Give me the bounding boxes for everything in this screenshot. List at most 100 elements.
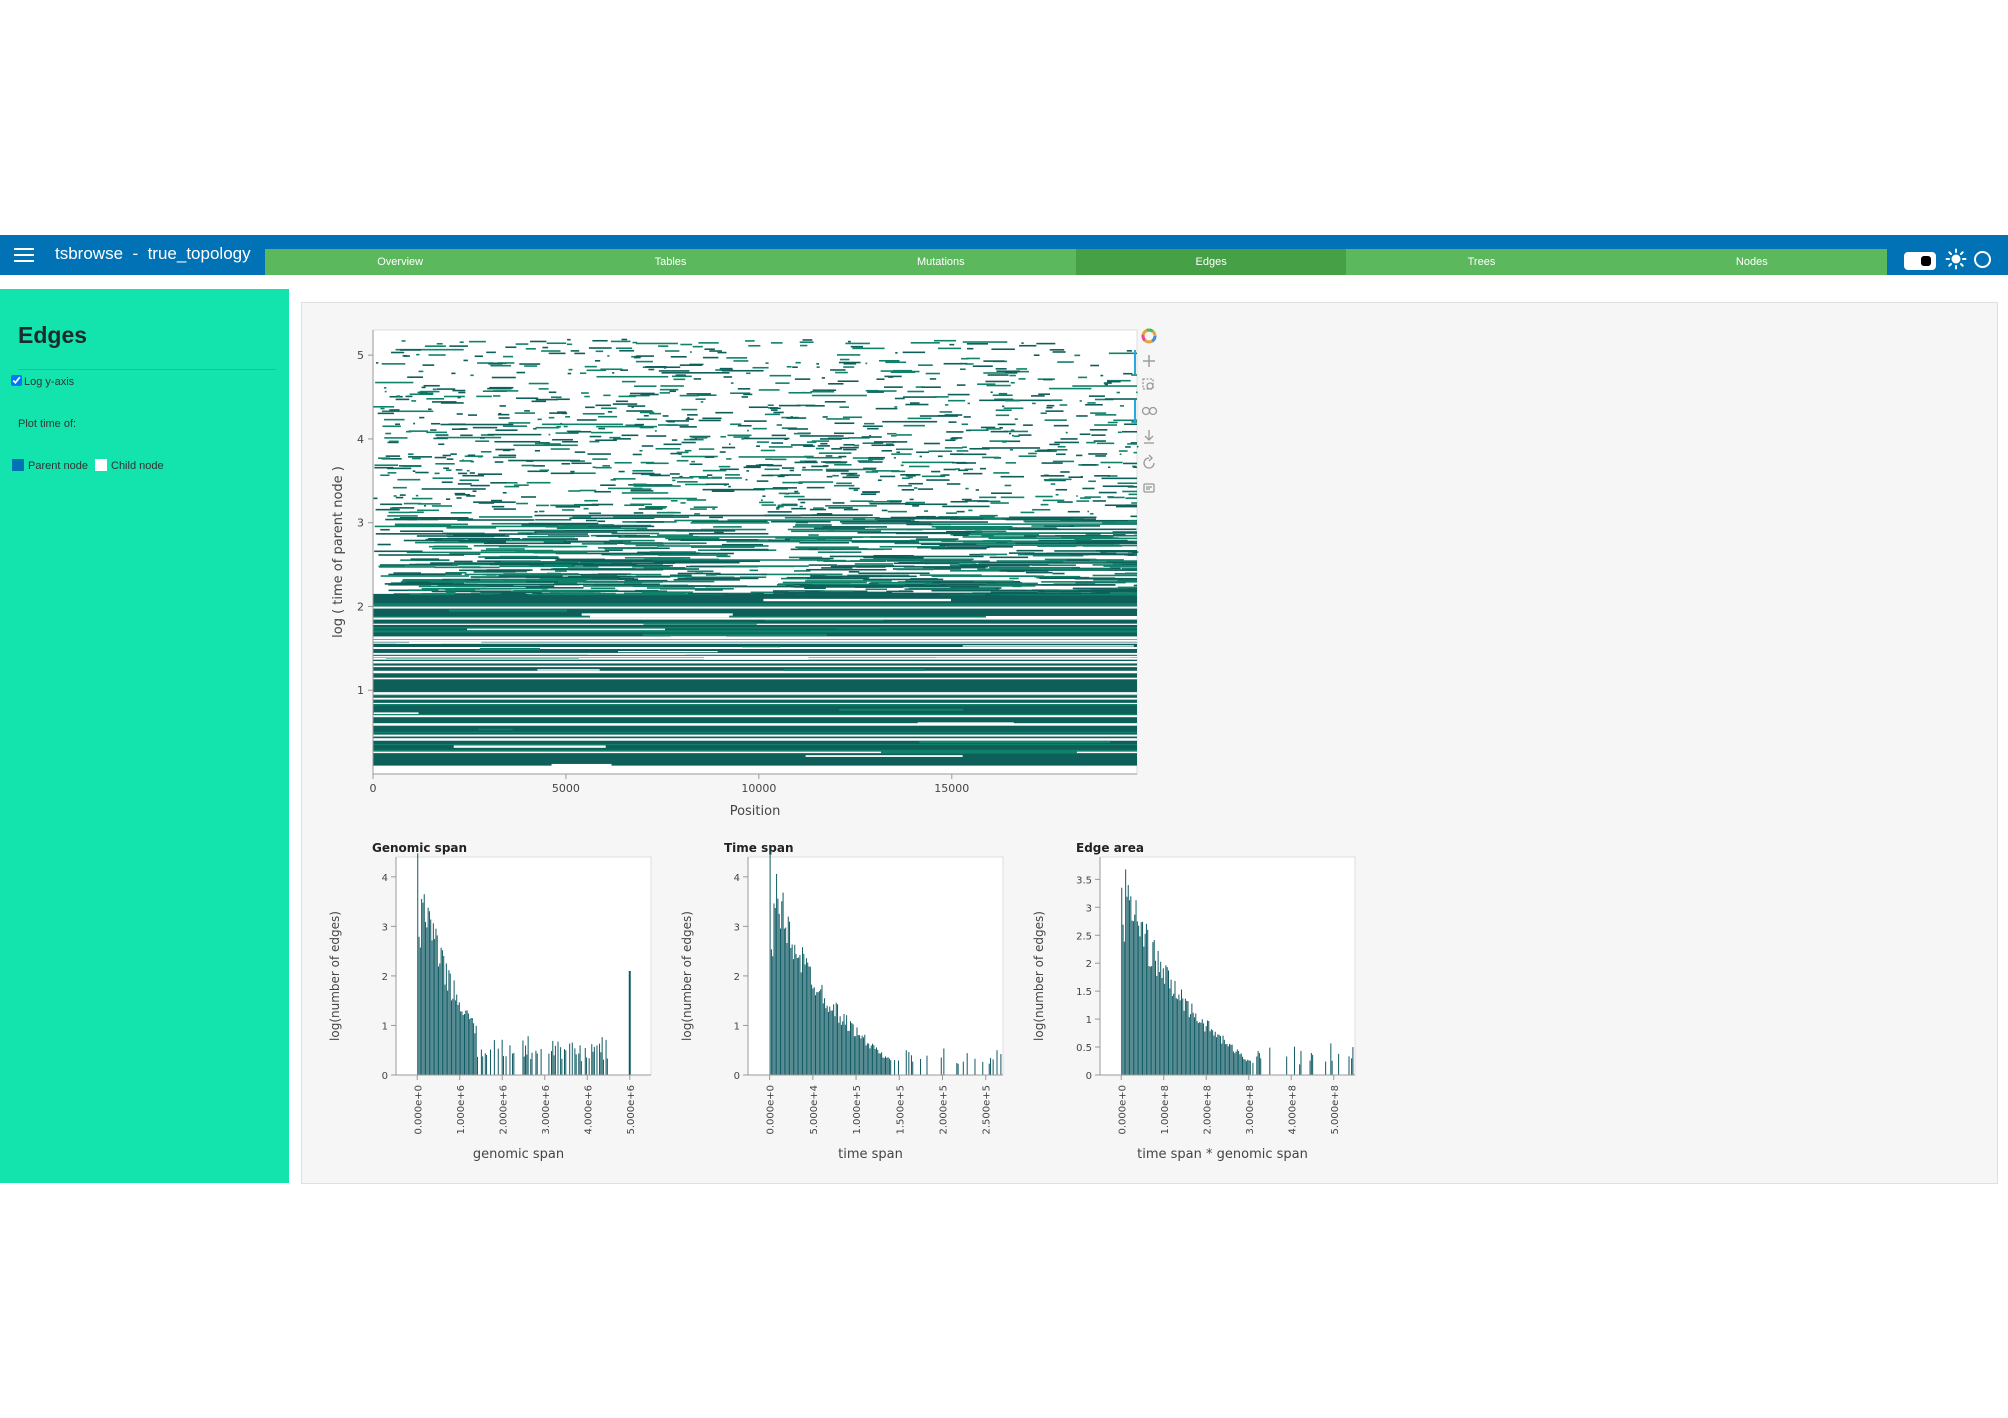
edge-segment (419, 392, 434, 395)
tab-trees[interactable]: Trees (1467, 256, 1496, 268)
edge-segment (537, 418, 542, 421)
pan-icon[interactable] (1143, 355, 1155, 367)
tab-tables[interactable]: Tables (654, 256, 687, 268)
parent-node-option[interactable]: Parent node (12, 459, 88, 472)
histogram-plot-area[interactable] (747, 856, 1004, 1076)
edge-segment (503, 355, 514, 358)
edge-segment (771, 434, 786, 437)
edge-segment (790, 538, 806, 540)
edge-segment (426, 431, 448, 434)
histogram-bar (912, 1061, 914, 1075)
save-icon[interactable] (1144, 430, 1154, 444)
hamburger-menu-icon[interactable] (14, 244, 34, 266)
child-node-option[interactable]: Child node (95, 459, 164, 472)
edge-segment (705, 574, 717, 576)
histogram-bar (1195, 1013, 1197, 1075)
edge-segment (373, 670, 1137, 674)
edge-segment (1018, 378, 1026, 380)
circle-icon[interactable] (1974, 251, 1991, 268)
edge-segment (832, 474, 839, 477)
edge-segment (783, 668, 926, 671)
edge-segment (770, 342, 783, 344)
histogram-bar (1231, 1044, 1233, 1075)
edge-segment (997, 423, 1016, 426)
log-y-axis-option[interactable]: Log y-axis (11, 375, 74, 388)
edge-segment (426, 398, 445, 400)
histogram-bar (811, 984, 813, 1075)
edge-segment (576, 419, 597, 421)
bokeh-logo-icon[interactable] (1141, 328, 1157, 344)
edge-segment (1081, 464, 1097, 466)
tab-nodes[interactable]: Nodes (1735, 256, 1768, 268)
tab-mutations[interactable]: Mutations (916, 256, 965, 268)
edge-segment (454, 593, 480, 596)
edge-segment (405, 395, 413, 398)
tab-edges[interactable]: Edges (1075, 249, 1347, 275)
histogram-y-tick-label: 3.5 (1076, 875, 1092, 886)
edge-segment (945, 585, 1036, 587)
edge-segment (491, 499, 503, 502)
histogram-bar (1213, 1035, 1215, 1075)
histogram-bar (440, 947, 442, 1075)
edge-segment (868, 582, 879, 585)
edge-segment (590, 587, 616, 590)
edge-segment (1038, 393, 1051, 396)
edge-segment (385, 657, 579, 659)
edge-segment (805, 405, 825, 407)
hover-icon[interactable] (1143, 483, 1155, 493)
parent-node-radio[interactable] (12, 459, 24, 471)
edge-segment (1035, 495, 1053, 498)
edge-segment (373, 738, 1137, 741)
edge-segment (935, 527, 1017, 529)
histogram-bar (1234, 1053, 1236, 1075)
edge-segment (490, 364, 512, 367)
edge-segment (1037, 449, 1052, 452)
edge-segment (550, 472, 574, 475)
edge-segment (630, 568, 700, 570)
edge-segment (1024, 520, 1116, 523)
histogram-bar (1338, 1053, 1340, 1075)
edges-xlabel: Position (730, 804, 781, 819)
edge-segment (1003, 407, 1024, 410)
edge-segment (850, 560, 887, 562)
edge-segment (741, 438, 745, 440)
theme-toggle[interactable] (1904, 252, 1936, 270)
edge-segment (681, 441, 696, 444)
edge-segment (611, 532, 660, 535)
child-node-radio[interactable] (95, 459, 107, 471)
edge-segment (543, 443, 561, 445)
edge-segment (854, 563, 894, 565)
histogram-bar (431, 940, 433, 1075)
edge-segment (513, 484, 529, 486)
histogram-y-tick-label: 2 (734, 972, 740, 983)
reset-icon[interactable] (1143, 454, 1155, 469)
edge-segment (660, 385, 684, 387)
edge-segment (392, 486, 407, 489)
edge-segment (1038, 590, 1137, 593)
edge-segment (938, 516, 995, 518)
edges-y-tick-label: 2 (357, 600, 364, 613)
edge-segment (963, 472, 983, 475)
edge-segment (945, 439, 956, 442)
edge-segment (494, 461, 504, 463)
edge-segment (373, 637, 1137, 640)
histogram-bar (422, 902, 424, 1075)
histogram-bar (484, 1053, 486, 1075)
sun-icon[interactable] (1945, 248, 1967, 270)
histogram-bar (1239, 1054, 1241, 1075)
edge-segment (1014, 435, 1020, 437)
edge-segment (896, 568, 934, 571)
tab-overview[interactable]: Overview (377, 256, 424, 268)
histogram-bar (418, 936, 420, 1075)
edge-segment (466, 469, 470, 472)
edge-segment (956, 450, 969, 452)
log-y-checkbox[interactable] (11, 375, 22, 386)
box-zoom-icon[interactable] (1142, 378, 1154, 390)
edge-segment (392, 507, 415, 509)
edge-segment (806, 441, 817, 443)
wheel-zoom-icon[interactable] (1141, 406, 1158, 416)
